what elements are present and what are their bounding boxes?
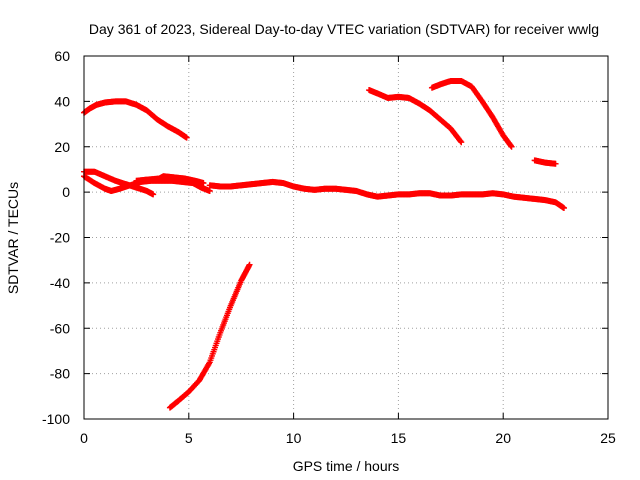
- data-point: [508, 143, 515, 150]
- y-tick-label: 20: [54, 139, 70, 155]
- y-tick-label: -100: [42, 411, 70, 427]
- plot-area: [81, 77, 567, 411]
- data-point: [206, 187, 213, 194]
- grid-lines: [84, 56, 608, 419]
- data-point: [560, 205, 567, 212]
- y-tick-label: 60: [54, 48, 70, 64]
- y-tick-label: -80: [50, 366, 70, 382]
- data-point: [150, 191, 157, 198]
- series-arc-5: [531, 157, 559, 167]
- data-point: [552, 160, 559, 167]
- x-axis-label: GPS time / hours: [293, 458, 400, 474]
- x-tick-label: 0: [80, 430, 88, 446]
- data-point: [206, 360, 213, 367]
- data-point: [458, 139, 465, 146]
- data-point: [457, 138, 464, 145]
- series-arc-2: [166, 261, 253, 411]
- series-arc-9: [206, 178, 567, 212]
- x-tick-label: 15: [391, 430, 407, 446]
- y-tick-label: 40: [54, 93, 70, 109]
- axis-ticks: 0 5 10 15 20 25 -100 -80 -60 -40 -20 0 20 40 60: [42, 48, 616, 446]
- x-tick-label: 5: [185, 430, 193, 446]
- data-point: [183, 134, 190, 141]
- series-arc-4: [428, 77, 515, 150]
- y-axis-label: SDTVAR / TECUs: [5, 182, 21, 294]
- x-tick-label: 20: [495, 430, 511, 446]
- y-tick-label: 0: [62, 184, 70, 200]
- y-tick-label: -40: [50, 275, 70, 291]
- x-tick-label: 25: [600, 430, 616, 446]
- series-arc-1: [81, 98, 190, 141]
- y-tick-label: -60: [50, 320, 70, 336]
- data-point: [200, 180, 207, 187]
- chart-title: Day 361 of 2023, Sidereal Day-to-day VTE…: [89, 21, 599, 37]
- series-arc-8: [133, 173, 207, 187]
- series-arc-3: [366, 87, 465, 146]
- y-tick-label: -20: [50, 230, 70, 246]
- data-point: [246, 261, 253, 268]
- plot-border: [83, 55, 609, 420]
- x-tick-label: 10: [286, 430, 302, 446]
